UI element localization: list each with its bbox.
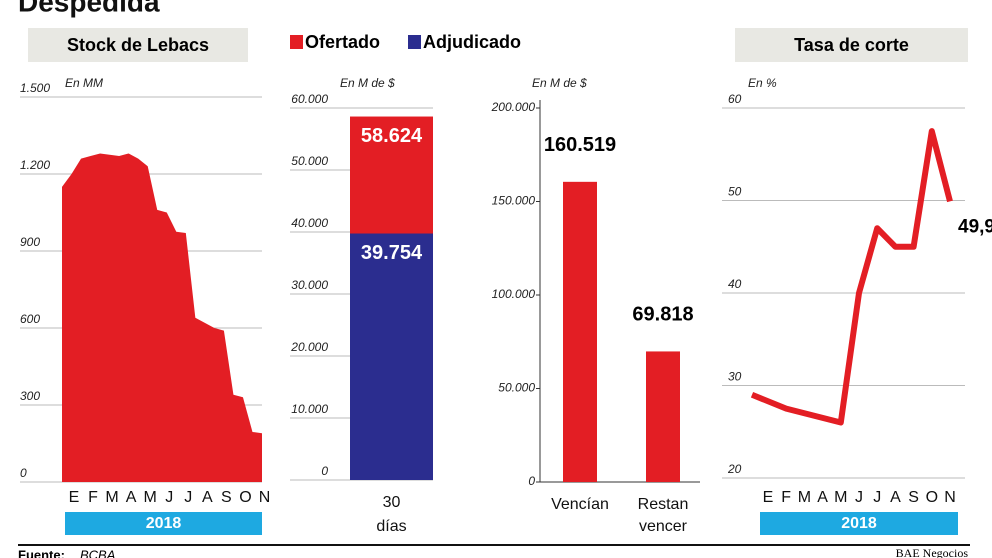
x-tick-label: J <box>184 489 192 506</box>
x-tick-label: S <box>908 489 919 506</box>
legend-swatch <box>408 35 421 49</box>
x-tick-label: S <box>221 489 232 506</box>
legend-label: Ofertado <box>305 32 380 52</box>
year-box <box>760 512 958 535</box>
x-tick-label: E <box>763 489 774 506</box>
x-tick-label: J <box>855 489 863 506</box>
x-tick-label: O <box>239 489 251 506</box>
y-tick-label: 30 <box>728 370 742 384</box>
x-tick-label: A <box>202 489 213 506</box>
x-tick-label: F <box>781 489 791 506</box>
y-tick-label: 0 <box>321 464 328 478</box>
x-tick-label: M <box>105 489 118 506</box>
value-label: 69.818 <box>632 304 693 326</box>
page-title: Despedida <box>18 0 160 17</box>
y-tick-label: 900 <box>20 235 40 249</box>
y-tick-label: 0 <box>528 474 535 488</box>
y-tick-label: 50.000 <box>498 381 535 395</box>
line <box>750 128 953 426</box>
x-tick-label: A <box>126 489 137 506</box>
year-label: 2018 <box>146 515 182 532</box>
bar <box>563 181 597 482</box>
x-tick-label: M <box>798 489 811 506</box>
x-tick-label: J <box>873 489 881 506</box>
y-tick-label: 1.500 <box>20 81 50 95</box>
x-tick-label: A <box>817 489 828 506</box>
x-tick-label: N <box>944 489 956 506</box>
x-tick-label-cont: días <box>376 518 406 535</box>
chart-title: Tasa de corte <box>794 35 909 55</box>
x-tick-label: J <box>165 489 173 506</box>
y-tick-label: 30.000 <box>291 278 328 292</box>
unit-label: En M de $ <box>532 76 587 90</box>
value-label: 58.624 <box>361 125 423 147</box>
x-tick-label: O <box>926 489 938 506</box>
y-tick-label: 1.200 <box>20 158 50 172</box>
x-tick-label: A <box>890 489 901 506</box>
x-tick-label: 30 <box>383 494 401 511</box>
year-box <box>65 512 262 535</box>
y-tick-label: 10.000 <box>291 402 328 416</box>
title-box <box>28 28 248 62</box>
y-tick-label: 20 <box>727 462 742 476</box>
source: BCBA <box>80 547 115 558</box>
y-tick-label: 200.000 <box>491 100 536 114</box>
source-label: Fuente: <box>18 547 65 558</box>
y-tick-label: 20.000 <box>290 340 328 354</box>
year-label: 2018 <box>841 515 877 532</box>
chart-title: Stock de Lebacs <box>67 35 209 55</box>
legend-swatch <box>290 35 303 49</box>
y-tick-label: 50 <box>728 185 742 199</box>
y-tick-label: 0 <box>20 466 27 480</box>
title-box <box>735 28 968 62</box>
x-tick-label: M <box>834 489 847 506</box>
x-tick-label: M <box>144 489 157 506</box>
x-tick-label: N <box>259 489 271 506</box>
y-tick-label: 150.000 <box>492 194 536 208</box>
y-tick-label: 100.000 <box>492 287 536 301</box>
y-tick-label: 600 <box>20 312 40 326</box>
x-tick-label: E <box>69 489 80 506</box>
y-tick-label: 60.000 <box>291 92 328 106</box>
bar <box>646 351 680 482</box>
value-label: 160.519 <box>544 134 616 156</box>
area <box>62 153 262 482</box>
value-label: 39.754 <box>361 242 423 264</box>
x-tick-label: F <box>88 489 98 506</box>
brand: BAE Negocios <box>896 546 969 558</box>
y-tick-label: 300 <box>20 389 40 403</box>
y-tick-label: 40.000 <box>291 216 328 230</box>
x-tick-label: Restan <box>638 496 689 513</box>
unit-label: En MM <box>65 76 103 90</box>
y-tick-label: 60 <box>728 92 742 106</box>
y-tick-label: 50.000 <box>291 154 328 168</box>
legend-label: Adjudicado <box>423 32 521 52</box>
value-label: 49,9 <box>958 216 992 237</box>
unit-label: En M de $ <box>340 76 395 90</box>
x-tick-label-cont: vencer <box>639 518 688 535</box>
unit-label: En % <box>748 76 777 90</box>
y-tick-label: 40 <box>728 277 742 291</box>
bar <box>350 233 433 480</box>
x-tick-label: Vencían <box>551 496 609 513</box>
